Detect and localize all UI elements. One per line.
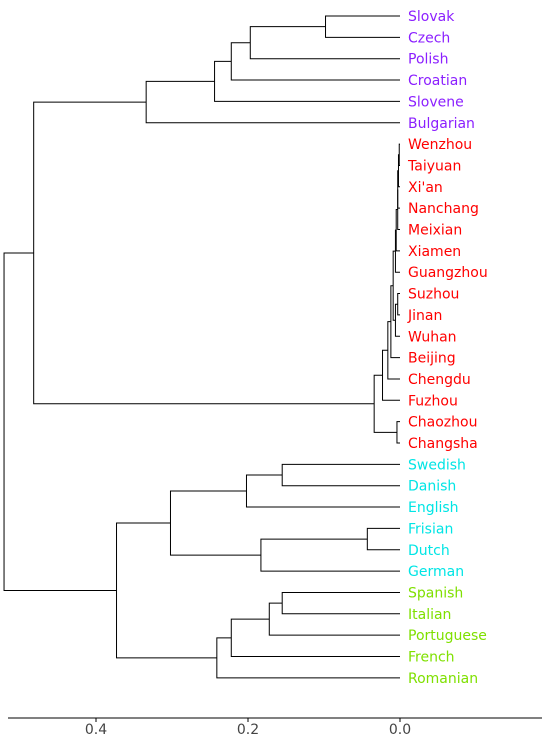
leaf-label: Polish <box>408 52 448 68</box>
leaf-label: Taiyuan <box>407 158 461 174</box>
leaf-label: Croatian <box>408 73 467 89</box>
dendrogram-branch <box>387 321 400 380</box>
leaf-label: Portuguese <box>408 628 487 644</box>
dendrogram-branch <box>145 80 400 124</box>
leaf-label: Chengdu <box>408 372 471 388</box>
leaf-label: Guangzhou <box>408 265 488 281</box>
dendrogram-branch <box>397 189 400 230</box>
leaf-label: Czech <box>408 30 450 46</box>
leaf-label: Changsha <box>408 436 478 452</box>
dendrogram-branch <box>398 143 400 166</box>
leaf-label: Xi'an <box>408 180 443 196</box>
dendrogram-branch <box>245 474 400 508</box>
leaf-label: Dutch <box>408 543 450 559</box>
leaf-labels: Slovak Czech Polish Croatian Slovene Bulgaria… <box>407 9 488 687</box>
dendrogram-branch <box>397 293 400 316</box>
dendrogram-branch <box>268 602 400 636</box>
x-axis: 0.4 0.2 0.0 <box>8 717 542 738</box>
leaf-label: Beijing <box>408 351 456 367</box>
leaf-label: Swedish <box>408 457 466 473</box>
x-axis-tick-label: 0.4 <box>85 722 107 738</box>
dendrogram-branch <box>230 618 400 657</box>
dendrogram-branch <box>214 60 400 102</box>
leaf-label: English <box>408 500 459 516</box>
dendrogram-branch <box>116 522 217 659</box>
leaf-label: Wenzhou <box>408 137 472 153</box>
dendrogram-branch <box>366 527 400 551</box>
dendrogram-branch <box>169 490 261 556</box>
leaf-label: Suzhou <box>408 287 459 303</box>
leaf-label: Danish <box>408 479 456 495</box>
leaf-label: Slovak <box>408 9 455 25</box>
dendrogram-branch <box>230 42 400 81</box>
dendrogram-branch <box>396 421 400 444</box>
dendrogram-branch <box>325 15 400 38</box>
leaf-label: Fuzhou <box>408 393 458 409</box>
leaf-label: Slovene <box>408 94 464 110</box>
x-axis-tick-label: 0.2 <box>237 722 259 738</box>
leaf-label: Frisian <box>408 521 453 537</box>
leaf-label: Chaozhou <box>408 415 477 431</box>
dendrogram-branch <box>216 637 400 679</box>
leaf-label: Xiamen <box>408 244 461 260</box>
leaf-label: Spanish <box>408 585 463 601</box>
leaf-label: French <box>408 650 455 666</box>
leaf-label: Italian <box>408 607 451 623</box>
leaf-label: Romanian <box>408 671 478 687</box>
dendrogram-branches <box>3 15 400 679</box>
leaf-label: Bulgarian <box>408 116 475 132</box>
dendrogram-branch <box>33 101 375 405</box>
dendrogram-branch <box>281 463 400 487</box>
dendrogram-branch <box>260 538 400 572</box>
leaf-label: Nanchang <box>408 201 479 217</box>
x-axis-tick-label: 0.0 <box>389 722 411 738</box>
dendrogram-branch <box>3 252 117 591</box>
x-axis-ticks: 0.4 0.2 0.0 <box>85 718 411 738</box>
leaf-label: Meixian <box>408 223 462 239</box>
leaf-label: Jinan <box>407 308 442 324</box>
leaf-label: German <box>408 564 464 580</box>
leaf-label: Wuhan <box>408 329 457 345</box>
dendrogram-branch <box>281 591 400 615</box>
dendrogram-branch <box>373 374 397 433</box>
